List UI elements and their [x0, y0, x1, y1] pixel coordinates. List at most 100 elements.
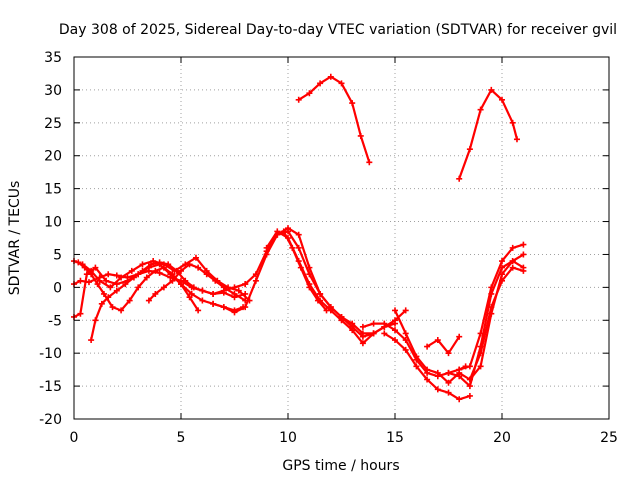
- data-point: [113, 272, 120, 279]
- data-point: [190, 284, 197, 291]
- data-series: [242, 225, 398, 340]
- y-axis-label: SDTVAR / TECUs: [7, 181, 23, 296]
- data-point: [297, 264, 304, 271]
- data-point: [199, 287, 206, 294]
- data-point: [242, 281, 249, 288]
- data-point: [212, 277, 219, 284]
- data-point: [477, 330, 484, 337]
- axis-ticks: [73, 56, 610, 420]
- data-point: [118, 274, 125, 281]
- data-point: [203, 271, 210, 278]
- data-point: [231, 284, 238, 291]
- data-point: [100, 290, 107, 297]
- data-point: [295, 244, 302, 251]
- data-point: [77, 277, 84, 284]
- data-series: [466, 264, 527, 383]
- data-point: [456, 333, 463, 340]
- data-point: [126, 297, 133, 304]
- data-point: [520, 251, 527, 258]
- data-series: [88, 259, 249, 344]
- data-point: [235, 287, 242, 294]
- data-point: [488, 284, 495, 291]
- data-point: [192, 254, 199, 261]
- data-point: [92, 264, 99, 271]
- data-point: [509, 258, 516, 265]
- data-point: [434, 386, 441, 393]
- plot-area: [71, 73, 527, 403]
- data-point: [130, 274, 137, 281]
- plot-frame: [73, 56, 610, 420]
- y-tick-label: 0: [53, 280, 62, 296]
- y-tick-label: 35: [44, 50, 62, 66]
- x-tick-label: 25: [600, 430, 618, 446]
- data-point: [156, 259, 163, 266]
- series-line: [147, 263, 247, 302]
- data-point: [392, 320, 398, 327]
- data-point: [242, 304, 249, 311]
- data-point: [220, 304, 227, 311]
- data-point: [370, 330, 377, 337]
- series-line: [383, 332, 471, 401]
- data-point: [85, 279, 92, 286]
- data-point: [88, 271, 95, 278]
- data-point: [359, 333, 366, 340]
- data-point: [107, 284, 114, 291]
- data-point: [445, 350, 452, 357]
- data-point: [139, 267, 146, 274]
- data-point: [392, 337, 398, 344]
- data-point: [520, 267, 527, 274]
- data-series: [263, 228, 377, 347]
- data-point: [160, 284, 167, 291]
- data-point: [338, 317, 345, 324]
- y-tick-label: -10: [39, 346, 62, 362]
- data-point: [178, 281, 184, 288]
- data-point: [370, 320, 377, 327]
- data-point: [75, 259, 82, 266]
- data-point: [456, 366, 463, 373]
- data-point: [456, 373, 463, 380]
- data-point: [424, 343, 431, 350]
- data-point: [327, 73, 334, 80]
- data-point: [295, 96, 302, 103]
- y-tick-label: -15: [39, 379, 62, 395]
- data-point: [338, 80, 345, 87]
- x-tick-label: 5: [177, 430, 186, 446]
- x-tick-label: 0: [70, 430, 79, 446]
- x-tick-label: 20: [493, 430, 511, 446]
- data-point: [366, 159, 373, 166]
- data-point: [92, 317, 99, 324]
- data-point: [499, 258, 505, 265]
- series-line: [282, 230, 328, 312]
- data-point: [199, 297, 206, 304]
- y-tick-label: 30: [44, 83, 62, 99]
- data-point: [148, 261, 155, 268]
- data-point: [122, 281, 129, 288]
- data-point: [466, 363, 473, 370]
- data-point: [413, 353, 420, 360]
- data-series: [145, 261, 249, 304]
- data-point: [434, 337, 441, 344]
- data-point: [499, 96, 505, 103]
- data-point: [210, 300, 217, 307]
- data-point: [118, 307, 125, 314]
- data-point: [152, 267, 159, 274]
- data-point: [466, 376, 473, 383]
- data-point: [113, 287, 120, 294]
- data-point: [317, 80, 324, 87]
- data-point: [381, 320, 388, 327]
- data-point: [466, 146, 473, 153]
- data-point: [488, 86, 495, 93]
- data-point: [289, 244, 296, 251]
- y-tick-label: 10: [44, 215, 62, 231]
- data-point: [456, 175, 463, 182]
- data-series: [456, 241, 527, 373]
- data-point: [456, 396, 463, 403]
- data-point: [445, 369, 452, 376]
- data-point: [306, 264, 313, 271]
- data-point: [186, 294, 193, 301]
- series-line: [447, 259, 525, 388]
- data-point: [145, 297, 152, 304]
- y-tick-label: 25: [44, 116, 62, 132]
- data-point: [220, 284, 227, 291]
